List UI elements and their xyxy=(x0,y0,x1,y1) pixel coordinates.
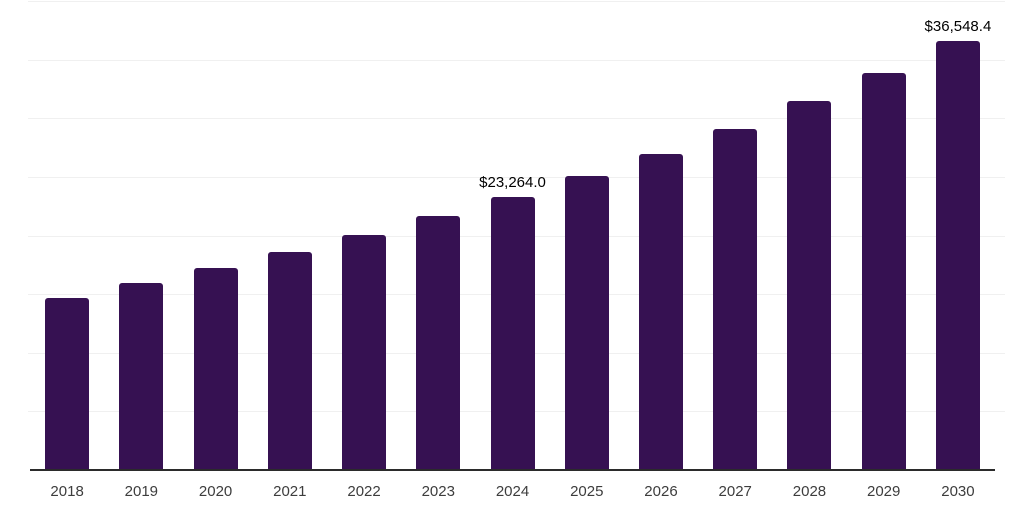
x-tick-label-2030: 2030 xyxy=(941,483,975,500)
gridline-35000 xyxy=(28,59,1005,61)
x-tick-label-2027: 2027 xyxy=(718,483,752,500)
plot-area: $23,264.0 $36,548.4 xyxy=(30,0,995,470)
bar-2026 xyxy=(638,154,683,470)
bar-value-label-2030: $36,548.4 xyxy=(924,18,992,36)
bar-group-2024: $23,264.0 xyxy=(475,0,549,470)
x-tick-label-2028: 2028 xyxy=(792,483,827,500)
bar-2030 xyxy=(935,41,980,470)
bar-value-label-2024: $23,264.0 xyxy=(479,174,546,192)
x-tick-label-2022: 2022 xyxy=(347,483,381,500)
x-axis-labels: 2018 2019 2020 2021 2022 2023 2024 2025 2026 2027… xyxy=(30,483,995,500)
bar-group-2028 xyxy=(772,0,846,470)
x-tick-label-2026: 2026 xyxy=(644,483,678,500)
bar-group-2025 xyxy=(550,0,624,470)
bar-group-2023 xyxy=(401,0,475,470)
x-tick-label-2023: 2023 xyxy=(421,483,455,500)
bar-group-2029 xyxy=(847,0,921,470)
x-tick-label-2018: 2018 xyxy=(50,483,84,500)
bar-group-2022 xyxy=(327,0,401,470)
bar-group-2027 xyxy=(698,0,772,470)
bar-group-2018 xyxy=(30,0,104,470)
bar-2023 xyxy=(416,216,461,470)
x-tick-label-2029: 2029 xyxy=(867,483,901,500)
x-tick-label-2025: 2025 xyxy=(570,483,604,500)
bar-group-2026 xyxy=(624,0,698,470)
bar-group-2030: $36,548.4 xyxy=(921,0,995,470)
bar-2018 xyxy=(45,297,90,470)
bar-2025 xyxy=(564,176,609,470)
bar-2029 xyxy=(861,72,906,470)
bar-2019 xyxy=(119,283,164,470)
bar-2021 xyxy=(267,251,312,470)
bar-2024 xyxy=(490,197,535,470)
x-tick-label-2020: 2020 xyxy=(198,483,233,500)
gridline-30000 xyxy=(28,118,1005,120)
bar-2022 xyxy=(342,234,387,470)
bar-group-2019 xyxy=(104,0,178,470)
x-tick-label-2019: 2019 xyxy=(124,483,159,500)
x-axis-line xyxy=(30,469,995,471)
bar-2020 xyxy=(193,268,238,470)
x-tick-label-2021: 2021 xyxy=(273,483,307,500)
x-tick-label-2024: 2024 xyxy=(495,483,530,500)
gridline-25000 xyxy=(28,176,1005,178)
bar-2028 xyxy=(787,101,832,470)
gridline-40000 xyxy=(28,1,1005,2)
bar-group-2021 xyxy=(253,0,327,470)
bar-2027 xyxy=(713,128,758,470)
bar-group-2020 xyxy=(178,0,252,470)
